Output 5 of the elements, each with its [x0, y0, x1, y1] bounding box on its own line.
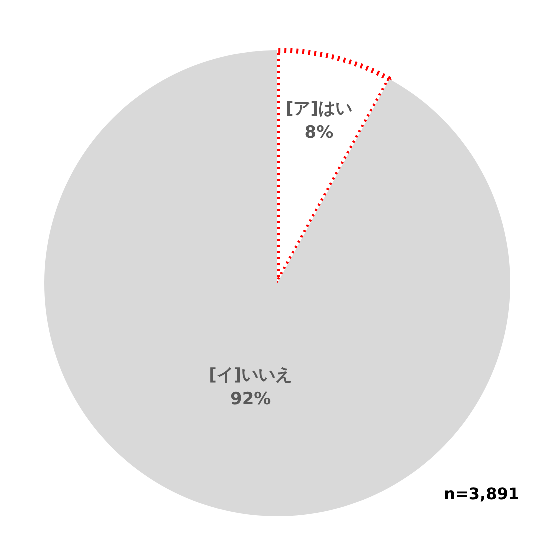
- text: n=3,891: [444, 484, 520, 504]
- slice-label: [ア]はい: [286, 99, 352, 120]
- slice-label: [イ]いいえ: [209, 365, 293, 386]
- data-label: 8%: [304, 123, 334, 144]
- data-label: 92%: [230, 389, 272, 410]
